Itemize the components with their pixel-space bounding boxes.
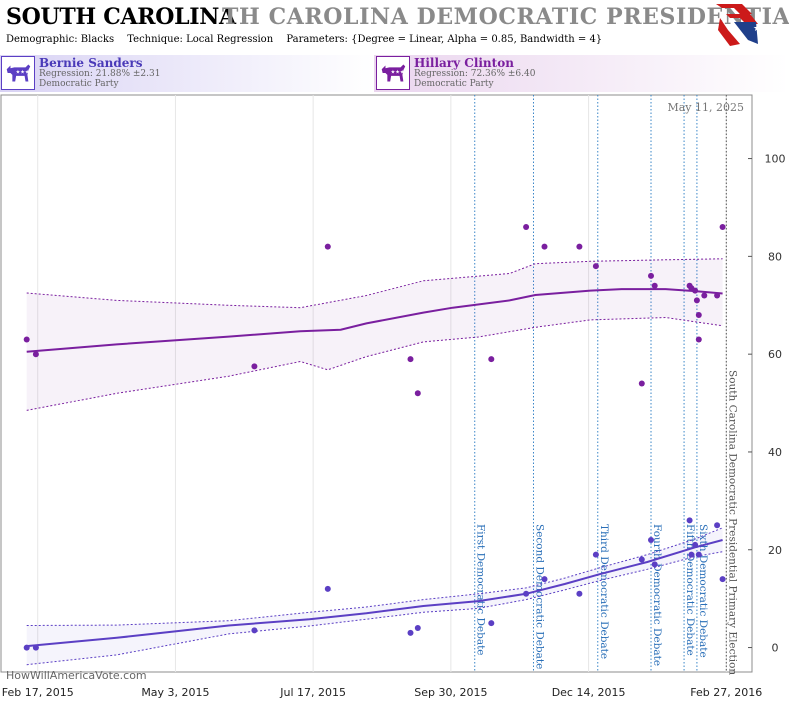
x-tick-label: Sep 30, 2015 xyxy=(414,686,487,699)
flag-logo-icon: ★ xyxy=(716,4,761,46)
democrat-donkey-icon: ★★★ xyxy=(1,56,35,90)
poll-point xyxy=(23,644,30,651)
y-tick-label: 20 xyxy=(768,544,782,557)
poll-point xyxy=(23,336,30,343)
event-label: Sixth Democratic Debate xyxy=(697,524,709,658)
y-tick-label: 80 xyxy=(768,250,782,263)
event-label: Third Democratic Debate xyxy=(598,524,610,659)
poll-point xyxy=(576,590,583,597)
x-tick-label: Feb 17, 2015 xyxy=(2,686,74,699)
poll-point xyxy=(324,243,331,250)
poll-point xyxy=(32,644,39,651)
poll-point xyxy=(251,627,258,634)
poll-point xyxy=(714,522,721,529)
svg-text:★★★: ★★★ xyxy=(391,69,405,75)
watermark: HowWillAmericaVote.com xyxy=(6,669,147,682)
poll-point xyxy=(592,263,599,270)
band-upper-line xyxy=(26,258,723,309)
band-lower-line xyxy=(26,316,723,411)
demographic-text: Demographic: Blacks xyxy=(6,34,115,45)
candidate-name: Hillary Clinton xyxy=(414,56,514,70)
poll-point xyxy=(32,351,39,358)
poll-point xyxy=(651,561,658,568)
poll-point xyxy=(407,629,414,636)
poll-point xyxy=(695,336,702,343)
poll-point xyxy=(648,272,654,279)
parameters-text: Parameters: {Degree = Linear, Alpha = 0.… xyxy=(286,34,603,45)
trend-line xyxy=(26,288,723,353)
x-axis: Feb 17, 2015 May 3, 2015 Jul 17, 2015 Sep 3… xyxy=(2,686,763,699)
candidate-card-hillary: ★★★ Hillary Clinton Regression: 72.36% ±… xyxy=(374,55,789,92)
event-label: Fourth Democratic Debate xyxy=(651,524,663,666)
band-lower-line xyxy=(26,551,723,666)
poll-point xyxy=(693,297,700,304)
y-tick-label: 100 xyxy=(765,153,786,166)
poll-point xyxy=(541,576,548,583)
poll-point xyxy=(714,292,721,299)
poll-regression-chart: First Democratic Debate Second Democratic… xyxy=(0,94,786,699)
poll-point xyxy=(324,585,331,592)
poll-point xyxy=(638,380,645,387)
poll-point xyxy=(695,312,702,318)
poll-point xyxy=(638,556,645,563)
poll-point xyxy=(688,551,695,558)
candidate-regression: Regression: 72.36% ±6.40 xyxy=(414,69,536,79)
poll-point xyxy=(251,363,258,370)
candidate-card-bernie: ★★★ Bernie Sanders Regression: 21.88% ±2… xyxy=(0,55,374,92)
poll-point xyxy=(719,576,726,583)
event-label: South Carolina Democratic Presidential P… xyxy=(726,370,738,675)
candidate-name: Bernie Sanders xyxy=(39,56,143,70)
y-tick-label: 40 xyxy=(768,446,782,459)
candidate-regression: Regression: 21.88% ±2.31 xyxy=(39,69,161,79)
poll-point xyxy=(719,224,726,230)
poll-point xyxy=(648,537,654,543)
confidence-band xyxy=(26,527,723,665)
poll-point xyxy=(692,287,699,294)
chart-title-ghost: TH CAROLINA DEMOCRATIC PRESIDENTIAL PRIM… xyxy=(222,4,789,30)
y-tick-label: 60 xyxy=(768,348,782,361)
event-label: First Democratic Debate xyxy=(475,524,487,656)
poll-point xyxy=(523,590,530,597)
event-markers: First Democratic Debate Second Democratic… xyxy=(474,95,738,675)
poll-point xyxy=(592,551,599,558)
svg-text:★★★: ★★★ xyxy=(16,69,30,75)
poll-point xyxy=(576,243,583,250)
poll-point xyxy=(414,390,421,397)
chart-header: SOUTH CAROLINA TH CAROLINA DEMOCRATIC PR… xyxy=(0,0,789,52)
poll-point xyxy=(414,625,421,631)
poll-point xyxy=(541,243,548,250)
x-tick-label: Dec 14, 2015 xyxy=(552,686,626,699)
poll-point xyxy=(692,541,699,548)
poll-point xyxy=(488,620,495,627)
x-tick-label: May 3, 2015 xyxy=(141,686,209,699)
chart-title: SOUTH CAROLINA xyxy=(6,4,236,30)
current-date: May 11, 2025 xyxy=(667,101,744,114)
poll-point xyxy=(651,282,658,289)
democrat-donkey-icon: ★★★ xyxy=(376,56,410,90)
technique-text: Technique: Local Regression xyxy=(127,34,274,45)
y-axis: 0 20 40 60 80 100 xyxy=(748,153,786,655)
poll-point xyxy=(488,356,495,363)
y-tick-label: 0 xyxy=(772,642,779,655)
candidate-party: Democratic Party xyxy=(39,79,119,89)
chart-parameters: Demographic: Blacks Technique: Local Reg… xyxy=(6,34,612,45)
poll-point xyxy=(523,224,530,230)
candidate-party: Democratic Party xyxy=(414,79,494,89)
x-tick-label: Jul 17, 2015 xyxy=(279,686,346,699)
poll-point xyxy=(695,551,702,558)
poll-point xyxy=(686,517,693,524)
confidence-bands xyxy=(26,258,723,666)
band-upper-line xyxy=(26,527,723,626)
poll-point xyxy=(701,292,708,299)
poll-points xyxy=(23,224,726,651)
trend-lines xyxy=(26,288,723,648)
poll-point xyxy=(407,356,414,363)
plot-frame xyxy=(0,94,753,673)
svg-text:★: ★ xyxy=(753,24,761,34)
trend-line xyxy=(26,539,723,648)
x-tick-label: Feb 27, 2016 xyxy=(690,686,762,699)
confidence-band xyxy=(26,258,723,411)
